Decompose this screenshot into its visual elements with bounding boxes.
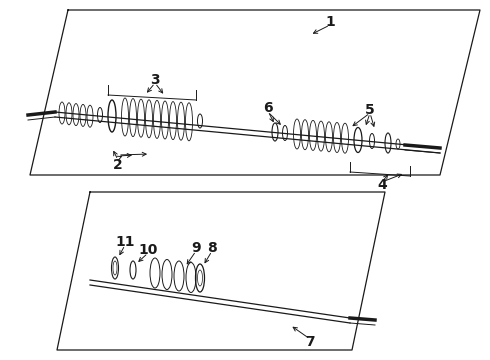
Text: 1: 1 <box>325 15 335 29</box>
Text: 8: 8 <box>207 241 217 255</box>
Text: 10: 10 <box>138 243 158 257</box>
Text: 2: 2 <box>113 158 123 172</box>
Text: 4: 4 <box>377 178 387 192</box>
Text: 6: 6 <box>263 101 273 115</box>
Text: 9: 9 <box>191 241 201 255</box>
Text: 3: 3 <box>150 73 160 87</box>
Text: 5: 5 <box>365 103 375 117</box>
Text: 11: 11 <box>115 235 135 249</box>
Text: 7: 7 <box>305 335 315 349</box>
